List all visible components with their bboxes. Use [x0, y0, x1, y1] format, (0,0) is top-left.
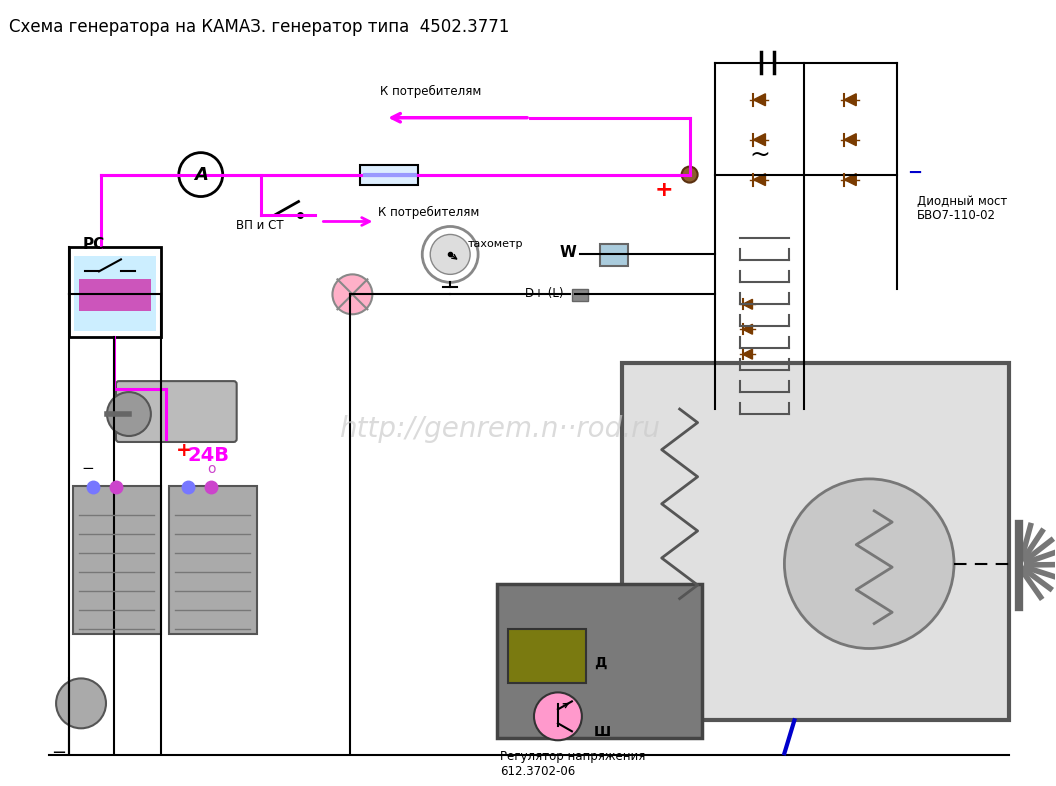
Polygon shape	[742, 349, 753, 359]
Text: Д: Д	[593, 656, 606, 670]
Polygon shape	[742, 325, 753, 334]
Polygon shape	[742, 299, 753, 309]
Text: К потребителям: К потребителям	[379, 85, 480, 97]
Text: тахометр: тахометр	[468, 240, 524, 249]
FancyBboxPatch shape	[116, 381, 237, 442]
Bar	[497, 584, 701, 738]
Bar	[74, 256, 156, 331]
Bar	[622, 363, 1008, 720]
Bar	[169, 486, 257, 634]
Polygon shape	[754, 134, 766, 145]
Text: ~: ~	[749, 142, 770, 167]
Bar	[69, 248, 161, 337]
Circle shape	[681, 167, 698, 182]
Text: −: −	[51, 744, 67, 762]
Bar	[508, 629, 586, 683]
Text: D+ (L): D+ (L)	[525, 288, 564, 300]
Circle shape	[422, 226, 478, 282]
Bar	[79, 279, 151, 311]
Text: К потребителям: К потребителям	[378, 207, 479, 219]
Text: +: +	[655, 179, 674, 200]
Circle shape	[534, 692, 582, 740]
Text: РС: РС	[83, 237, 106, 252]
Text: Регулятор напряжения
612.3702-06: Регулятор напряжения 612.3702-06	[501, 751, 645, 778]
Text: −: −	[81, 461, 94, 476]
Circle shape	[785, 479, 954, 648]
Text: −: −	[907, 163, 922, 182]
Text: 24В: 24В	[188, 446, 230, 465]
Bar	[572, 289, 588, 301]
Circle shape	[333, 274, 373, 314]
Circle shape	[107, 392, 151, 436]
Text: W: W	[560, 245, 577, 260]
Text: Схема генератора на КАМАЗ. генератор типа  4502.3771: Схема генератора на КАМАЗ. генератор тип…	[10, 18, 510, 36]
Polygon shape	[754, 174, 766, 185]
Text: http://genrem.n··rod.ru: http://genrem.n··rod.ru	[339, 415, 661, 443]
Polygon shape	[844, 134, 856, 145]
Polygon shape	[844, 94, 856, 106]
Circle shape	[56, 678, 106, 729]
Text: Диодный мост
БВО7-110-02: Диодный мост БВО7-110-02	[917, 194, 1007, 222]
Bar	[73, 486, 161, 634]
Text: o: o	[208, 462, 216, 476]
Polygon shape	[754, 94, 766, 106]
Text: А: А	[194, 166, 208, 184]
Polygon shape	[844, 174, 856, 185]
Bar	[360, 164, 418, 185]
Circle shape	[430, 234, 470, 274]
Text: ВП и СТ: ВП и СТ	[235, 219, 283, 233]
Text: Ш: Ш	[593, 725, 611, 740]
Text: +: +	[175, 441, 192, 460]
Bar	[600, 244, 627, 266]
